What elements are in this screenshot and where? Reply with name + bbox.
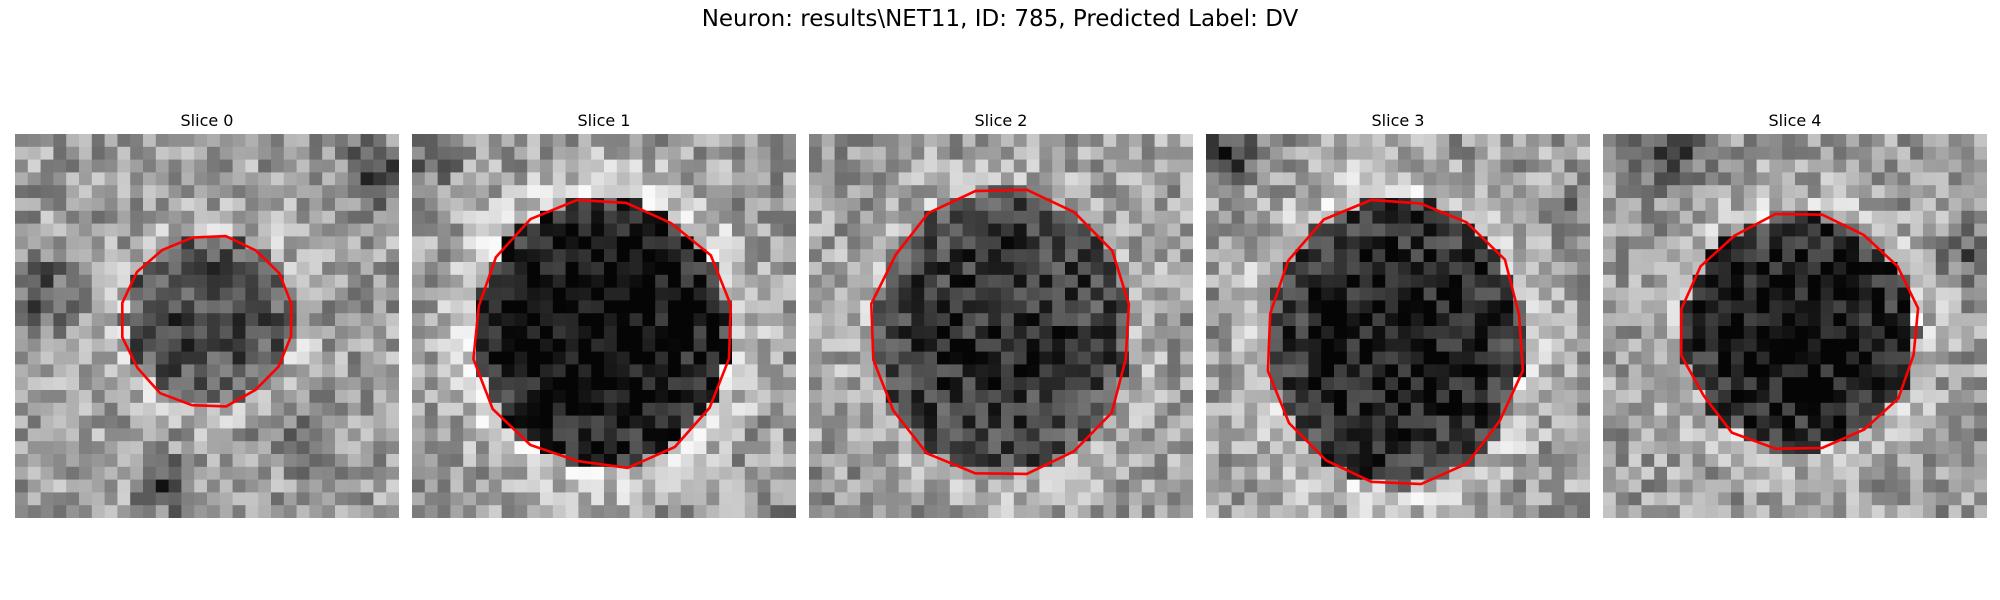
slice-panel-4: Slice 4	[1603, 108, 1987, 518]
slice-image-3	[1206, 134, 1590, 518]
slice-title-4: Slice 4	[1768, 111, 1822, 130]
slice-title-0: Slice 0	[180, 111, 234, 130]
slice-image-1	[412, 134, 796, 518]
slice-panel-2: Slice 2	[809, 108, 1193, 518]
slice-panel-0: Slice 0	[15, 108, 399, 518]
roi-outline	[472, 198, 733, 470]
roi-outline	[121, 234, 293, 408]
slice-title-2: Slice 2	[974, 111, 1028, 130]
roi-outline	[1679, 212, 1920, 451]
slice-panel-1: Slice 1	[412, 108, 796, 518]
slice-image-4	[1603, 134, 1987, 518]
slice-title-3: Slice 3	[1371, 111, 1425, 130]
roi-outline	[869, 188, 1131, 476]
slice-panel-3: Slice 3	[1206, 108, 1590, 518]
slice-title-1: Slice 1	[577, 111, 631, 130]
slice-image-2	[809, 134, 1193, 518]
slice-image-0	[15, 134, 399, 518]
figure-title: Neuron: results\NET11, ID: 785, Predicte…	[701, 6, 1299, 32]
roi-outline	[1266, 198, 1525, 486]
